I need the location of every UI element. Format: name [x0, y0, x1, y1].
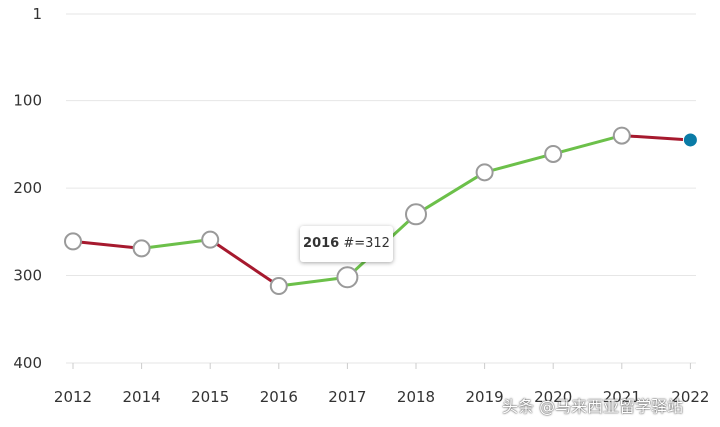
gridlines — [66, 13, 696, 364]
line-segment — [71, 239, 144, 250]
x-axis: 2012 2014 2015 2016 2017 2018 2019 2020 2021 2022 — [54, 363, 709, 406]
series-line — [71, 134, 692, 288]
data-point[interactable] — [682, 132, 698, 148]
data-point[interactable] — [405, 203, 427, 226]
line-segment — [551, 134, 624, 156]
data-point[interactable] — [475, 163, 494, 182]
tooltip-value: #=312 — [343, 236, 390, 251]
y-axis-ticks: 1 100 200 300 400 — [13, 5, 42, 372]
x-tick-label: 2017 — [328, 388, 366, 406]
line-segment — [208, 238, 281, 288]
y-tick-label: 300 — [13, 267, 42, 285]
line-segment — [140, 238, 212, 250]
y-tick-label: 400 — [13, 354, 42, 372]
x-tick-label: 2022 — [671, 388, 709, 406]
data-tooltip: 2016 #=312 — [300, 226, 393, 262]
tooltip-year: 2016 — [303, 236, 340, 251]
x-tick-label: 2020 — [534, 388, 572, 406]
x-tick-label: 2021 — [603, 388, 641, 406]
line-segment — [277, 275, 349, 288]
y-tick-label: 100 — [13, 92, 42, 110]
watermark: 头条 @马来西亚留学驿站 — [502, 397, 684, 416]
x-tick-label: 2019 — [466, 388, 504, 406]
x-tick-label: 2015 — [191, 388, 229, 406]
y-tick-label: 200 — [13, 179, 42, 197]
line-segment — [620, 134, 692, 142]
data-point[interactable] — [544, 144, 563, 163]
data-point[interactable] — [64, 232, 82, 251]
x-tick-label: 2016 — [260, 388, 298, 406]
line-segment — [483, 152, 555, 174]
data-point[interactable] — [612, 126, 631, 145]
x-tick-label: 2018 — [397, 388, 435, 406]
y-tick-label: 1 — [32, 5, 42, 23]
x-tick-label: 2012 — [54, 388, 92, 406]
data-point[interactable] — [336, 266, 359, 289]
line-segment — [414, 170, 487, 216]
data-point[interactable] — [132, 239, 151, 258]
x-tick-label: 2014 — [123, 388, 161, 406]
data-points[interactable] — [64, 126, 698, 296]
data-point[interactable] — [201, 230, 220, 249]
data-point[interactable] — [269, 277, 288, 296]
